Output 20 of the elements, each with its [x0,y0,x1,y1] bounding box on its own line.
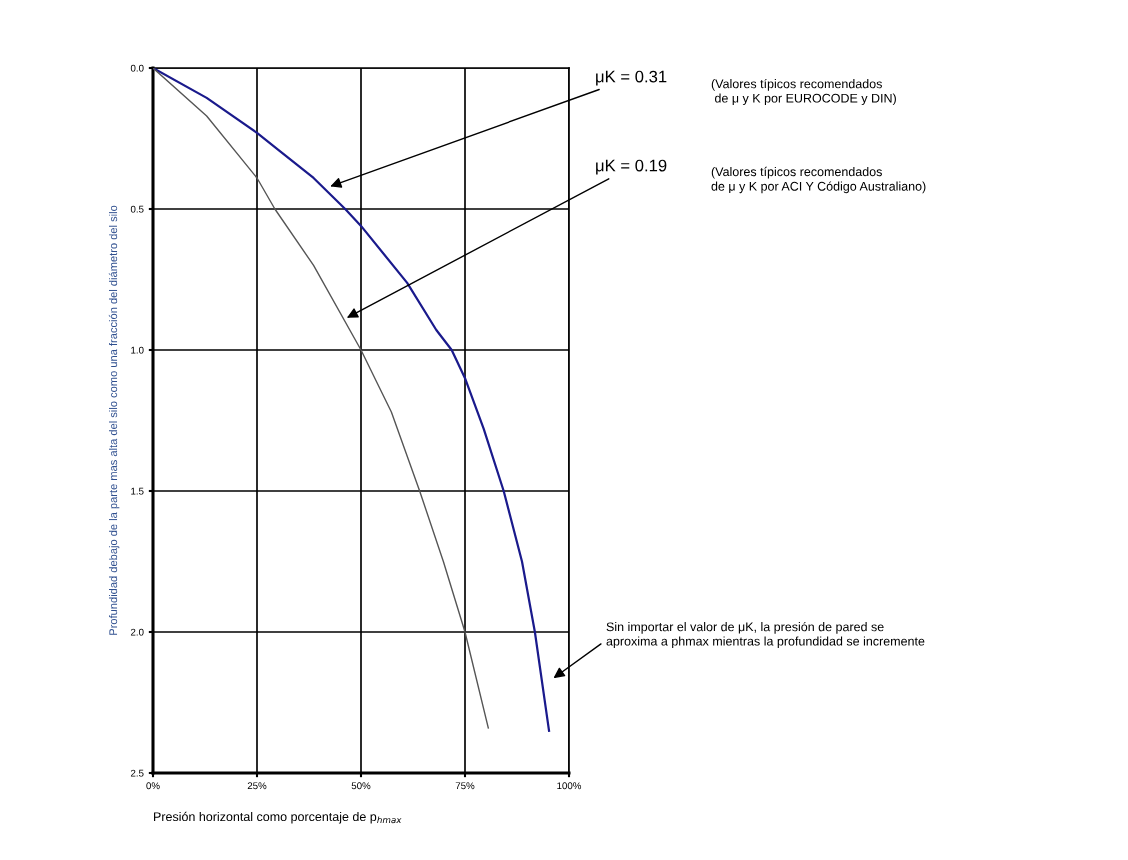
x-tick-label: 75% [455,782,475,790]
annotation: μK = 0.19 [596,159,667,175]
annotation: μK = 0.31 [596,70,667,86]
x-axis-title: Presión horizontal como porcentaje de p$_{hmax}$ [154,811,402,824]
text: Sin importar el valor de μK, la presión de pared se aproxima a phmax mientras la profundidad se incremente [606,621,925,649]
x-tick-label: 50% [351,782,371,790]
x-tick-label: 100% [557,782,582,790]
line-series [153,68,489,729]
y-tick-label: 2.5 [130,769,144,777]
x-tick-label: 0% [146,782,160,790]
text: (Valores típicos recomendados de μ y K por ACI Y Código Australiano) [711,166,926,194]
y-tick-label: 2.0 [130,628,144,636]
y-tick-label: 0.5 [130,205,144,213]
text: (Valores típicos recomendados de μ y K por EUROCODE y DIN) [711,78,896,106]
y-tick-label: 1.5 [131,487,144,495]
x-tick-label: 25% [247,782,267,790]
y-tick-label: 0.0 [130,64,144,72]
y-tick-label: 1.0 [131,346,144,354]
line-series [153,68,551,732]
y-axis-title: Profundidad debajo de la parte mas alta del silo como una fracción del diámetro del silo [108,205,120,635]
